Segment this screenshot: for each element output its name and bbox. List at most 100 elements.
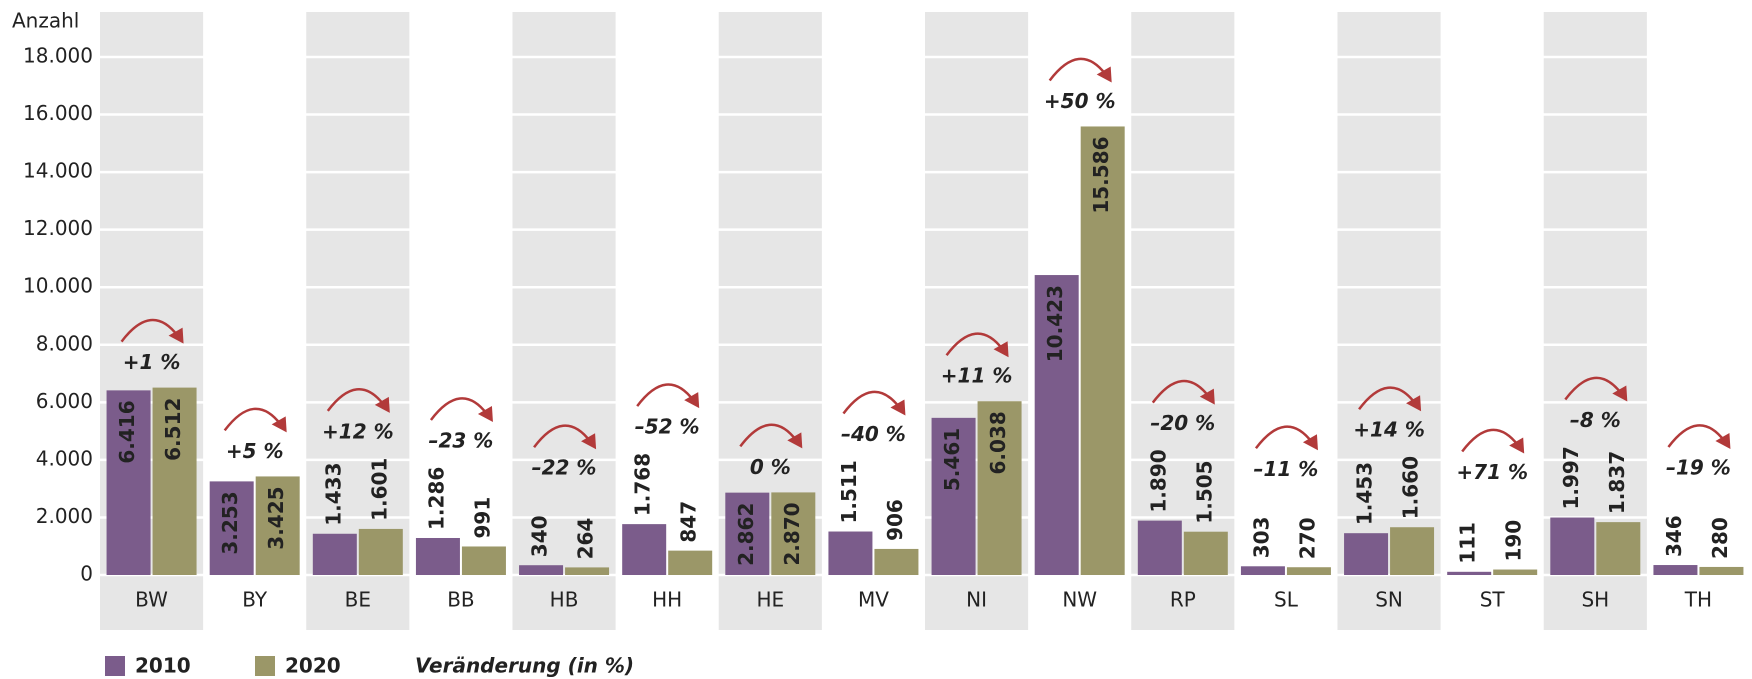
change-arrowhead — [168, 327, 184, 344]
bar — [725, 492, 770, 575]
x-tick-label: TH — [1684, 588, 1712, 612]
change-arrowhead — [787, 432, 803, 449]
value-label: 111 — [1456, 522, 1480, 564]
x-tick-label: MV — [858, 588, 889, 612]
value-label: 1.768 — [631, 453, 655, 516]
bar — [1653, 565, 1698, 575]
bar — [1137, 520, 1182, 575]
change-label: –8 % — [1570, 408, 1621, 432]
value-label: 1.433 — [321, 462, 345, 525]
x-tick-label: HB — [550, 588, 579, 612]
value-label: 847 — [677, 501, 701, 543]
bar — [1240, 566, 1285, 575]
y-tick-label: 6.000 — [36, 389, 93, 413]
y-axis-label: Anzahl — [12, 9, 79, 33]
change-arrow — [636, 383, 695, 407]
change-arrowhead — [581, 433, 597, 450]
bar — [152, 387, 197, 575]
change-label: +14 % — [1353, 418, 1425, 442]
x-tick-label: SL — [1274, 588, 1299, 612]
x-tick-label: ST — [1480, 588, 1506, 612]
change-arrowhead — [477, 405, 493, 422]
change-label: +5 % — [226, 439, 284, 463]
bar — [977, 401, 1022, 575]
value-label: 270 — [1295, 517, 1319, 559]
y-tick-label: 16.000 — [23, 101, 93, 125]
bar — [828, 531, 873, 575]
y-tick-label: 18.000 — [23, 44, 93, 68]
value-label: 340 — [528, 515, 552, 557]
change-label: +11 % — [941, 364, 1013, 388]
bar — [209, 481, 254, 575]
change-label: 0 % — [750, 455, 791, 479]
y-tick-label: 14.000 — [23, 159, 93, 183]
legend-swatch — [105, 656, 125, 676]
value-label: 1.997 — [1559, 446, 1583, 509]
bar — [1034, 275, 1079, 575]
change-label: –19 % — [1666, 456, 1731, 480]
change-arrow — [945, 332, 1004, 356]
value-label: 1.660 — [1399, 456, 1423, 519]
bar — [1080, 126, 1125, 576]
change-arrow — [1667, 424, 1726, 448]
bar — [1596, 522, 1641, 575]
change-arrow — [533, 424, 592, 448]
change-label: –52 % — [635, 415, 700, 439]
bar — [1447, 571, 1492, 575]
change-label: –40 % — [841, 422, 906, 446]
change-arrow — [429, 397, 488, 421]
bar — [1286, 567, 1331, 575]
change-arrow — [120, 318, 179, 343]
change-arrowhead — [1096, 66, 1112, 83]
bar — [1550, 517, 1595, 575]
value-label: 1.890 — [1146, 449, 1170, 512]
bar — [1344, 533, 1389, 575]
value-label: 906 — [883, 499, 907, 541]
x-tick-label: HE — [756, 588, 784, 612]
change-arrow — [1358, 386, 1417, 410]
x-tick-label: BY — [242, 588, 268, 612]
bar — [874, 548, 919, 575]
bar — [358, 528, 403, 575]
bar — [312, 533, 357, 575]
change-label: +71 % — [1456, 460, 1528, 484]
change-arrowhead — [1302, 434, 1318, 451]
x-tick-label: NI — [966, 588, 987, 612]
change-arrow — [223, 407, 282, 432]
legend-label: 2010 — [135, 654, 191, 678]
change-arrowhead — [374, 396, 390, 413]
legend-label: 2020 — [285, 654, 341, 678]
x-tick-label: SH — [1581, 588, 1609, 612]
value-label: 190 — [1502, 520, 1526, 562]
y-tick-label: 8.000 — [36, 331, 93, 355]
change-arrowhead — [1199, 388, 1215, 405]
change-arrowhead — [684, 392, 700, 409]
value-label: 1.601 — [367, 458, 391, 521]
value-label: 6.416 — [115, 400, 139, 463]
change-label: +50 % — [1044, 89, 1116, 113]
change-arrow — [1564, 376, 1623, 401]
change-arrowhead — [1406, 395, 1422, 412]
value-label: 346 — [1662, 515, 1686, 557]
change-label: –22 % — [532, 456, 597, 480]
change-arrow — [1254, 425, 1313, 450]
change-arrowhead — [1509, 437, 1525, 454]
legend-swatch — [255, 656, 275, 676]
value-label: 2.870 — [780, 502, 804, 565]
x-tick-label: HH — [652, 588, 682, 612]
value-label: 1.511 — [837, 460, 861, 523]
value-label: 10.423 — [1043, 285, 1067, 362]
value-label: 991 — [470, 497, 494, 539]
bar — [1390, 527, 1435, 575]
change-label: –11 % — [1254, 457, 1319, 481]
value-label: 15.586 — [1089, 136, 1113, 213]
value-label: 1.453 — [1353, 462, 1377, 525]
value-label: 303 — [1249, 517, 1273, 559]
value-label: 2.862 — [734, 503, 758, 566]
change-arrow — [739, 423, 798, 448]
y-tick-label: 2.000 — [36, 504, 93, 528]
bar — [931, 417, 976, 575]
legend-change: Veränderung (in %) — [415, 654, 634, 678]
bar — [668, 550, 713, 575]
